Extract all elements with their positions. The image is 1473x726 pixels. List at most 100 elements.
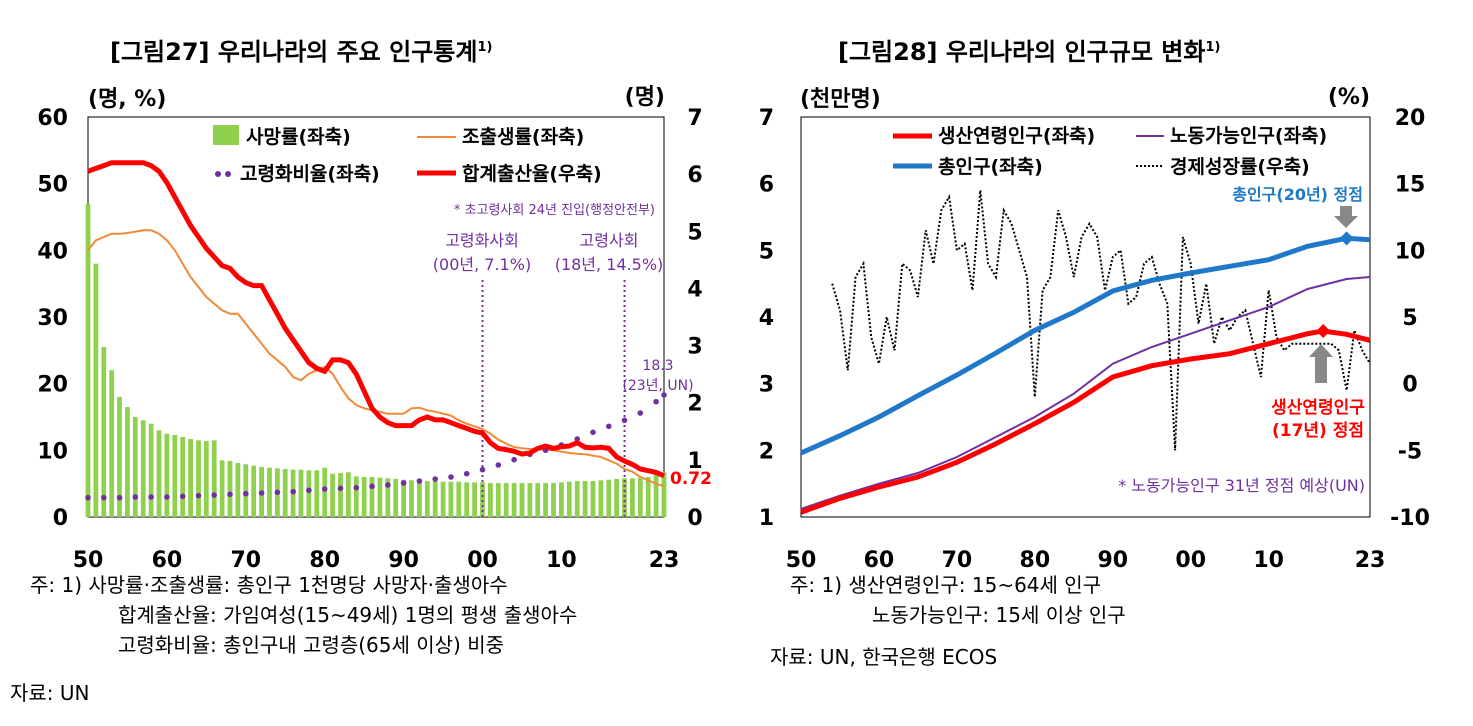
death-bar: [211, 440, 217, 517]
x-tick-label: 10: [1253, 548, 1284, 573]
aging-point: [353, 484, 360, 491]
y-left-tick-label: 4: [759, 306, 774, 331]
death-bar: [472, 482, 477, 517]
tfr-end-value: 0.72: [670, 469, 712, 489]
arrow-down-icon: [1334, 206, 1358, 228]
legend-aging-dot: [215, 171, 221, 177]
death-bar: [282, 469, 288, 517]
death-bar: [606, 479, 612, 517]
annot-aged-society-title: 고령사회: [580, 231, 639, 250]
aging-point: [227, 491, 233, 498]
y-right-tick-label: 0: [1402, 373, 1417, 398]
note-left-3: 고령화비율: 총인구내 고령층(65세 이상) 비중: [118, 633, 505, 657]
death-bar: [227, 461, 233, 517]
death-bar: [109, 370, 115, 517]
y-right-tick-label: 6: [687, 163, 702, 188]
chart1-y-left-ticks: 0 10 20 30 40 50 60: [37, 106, 68, 531]
chart1-unit-right: (명): [625, 85, 665, 110]
aging-point: [290, 488, 297, 495]
chart2-unit-left: (천만명): [800, 87, 881, 112]
death-bar: [125, 407, 130, 517]
y-left-tick-label: 2: [759, 439, 774, 464]
aging-point: [195, 492, 202, 499]
annot-aging-society-value: (00년, 7.1%): [433, 255, 531, 274]
x-tick-label: 70: [230, 548, 261, 573]
chart2-working-line: [800, 328, 1371, 515]
aging-point: [211, 492, 217, 498]
y-right-tick-label: 4: [687, 277, 702, 302]
legend-death-label: 사망률(좌축): [246, 126, 351, 148]
aging-point: [637, 410, 644, 416]
chart2-title: [그림28] 우리나라의 인구규모 변화1): [838, 38, 1221, 66]
aging-point: [369, 483, 375, 490]
annot-total-peak: 총인구(20년) 정점: [1232, 185, 1363, 204]
y-right-tick-label: 3: [687, 335, 702, 360]
y-left-tick-label: 40: [37, 239, 68, 264]
death-bar: [630, 478, 635, 517]
aging-point: [274, 489, 281, 496]
y-right-tick-label: 5: [1402, 306, 1417, 331]
y-left-tick-label: 7: [759, 106, 774, 131]
chart1-notes: 주: 1) 사망률·조출생률: 총인구 1천명당 사망자·출생아수 합계출산율:…: [30, 570, 577, 660]
death-bar: [440, 481, 446, 517]
chart2-plot-frame: [800, 116, 1371, 518]
y-left-tick-label: 0: [53, 506, 68, 531]
death-bar: [243, 464, 249, 517]
death-bar: [566, 481, 572, 517]
death-bar: [661, 472, 667, 517]
x-tick-label: 60: [864, 548, 895, 573]
y-left-tick-label: 50: [37, 173, 68, 198]
aging-point: [416, 478, 423, 484]
y-right-tick-label: 7: [687, 106, 702, 131]
chart2-legend: 생산연령인구(좌축) 노동가능인구(좌축) 총인구(좌축) 경제성장률(우축): [893, 125, 1327, 178]
death-bar: [653, 471, 659, 517]
death-bar: [574, 481, 580, 517]
legend-aging-label: 고령화비율(좌축): [240, 163, 380, 185]
death-bar: [645, 477, 651, 517]
death-bar: [117, 397, 122, 517]
death-bar: [393, 479, 399, 517]
death-bar: [424, 481, 430, 517]
x-tick-label: 50: [786, 548, 817, 573]
death-bar: [495, 483, 501, 517]
aging-point: [574, 436, 580, 442]
aging-point: [148, 494, 154, 500]
legend-tfr-label: 합계출산율(우축): [462, 163, 602, 185]
legend-labor-label: 노동가능인구(좌축): [1170, 125, 1327, 147]
working-peak-marker: [1316, 324, 1331, 338]
death-bar: [503, 483, 509, 517]
note-left-1: 주: 1) 사망률·조출생률: 총인구 1천명당 사망자·출생아수: [30, 573, 508, 597]
aging-point: [661, 392, 667, 398]
y-left-tick-label: 1: [759, 506, 774, 531]
aging-point: [432, 476, 439, 482]
death-bar: [361, 477, 367, 517]
aging-point: [306, 487, 312, 494]
x-tick-label: 23: [1355, 548, 1386, 573]
aging-point: [321, 486, 328, 492]
aging-point: [448, 474, 454, 480]
legend-death-swatch: [213, 125, 239, 145]
aging-end-value: 18.3: [642, 358, 673, 374]
aging-point: [653, 398, 659, 405]
chart2-labor-line: [800, 276, 1371, 510]
death-bar: [353, 476, 359, 517]
legend-working-label: 생산연령인구(좌축): [938, 125, 1095, 147]
chart2-note: * 노동가능인구 31년 정점 예상(UN): [1118, 476, 1365, 495]
death-bar: [93, 263, 99, 517]
y-right-tick-label: 0: [687, 506, 702, 531]
death-bar: [172, 435, 178, 517]
death-bar: [203, 441, 209, 517]
aging-point: [621, 417, 628, 424]
aging-point: [132, 494, 139, 500]
death-bar: [637, 477, 643, 517]
y-left-tick-label: 60: [37, 106, 68, 131]
y-left-tick-label: 6: [759, 173, 774, 198]
death-bar: [322, 467, 328, 517]
aging-point: [511, 456, 517, 463]
death-bar: [306, 470, 312, 517]
x-tick-label: 50: [73, 548, 104, 573]
death-bar: [369, 477, 375, 517]
death-bar: [417, 480, 422, 517]
